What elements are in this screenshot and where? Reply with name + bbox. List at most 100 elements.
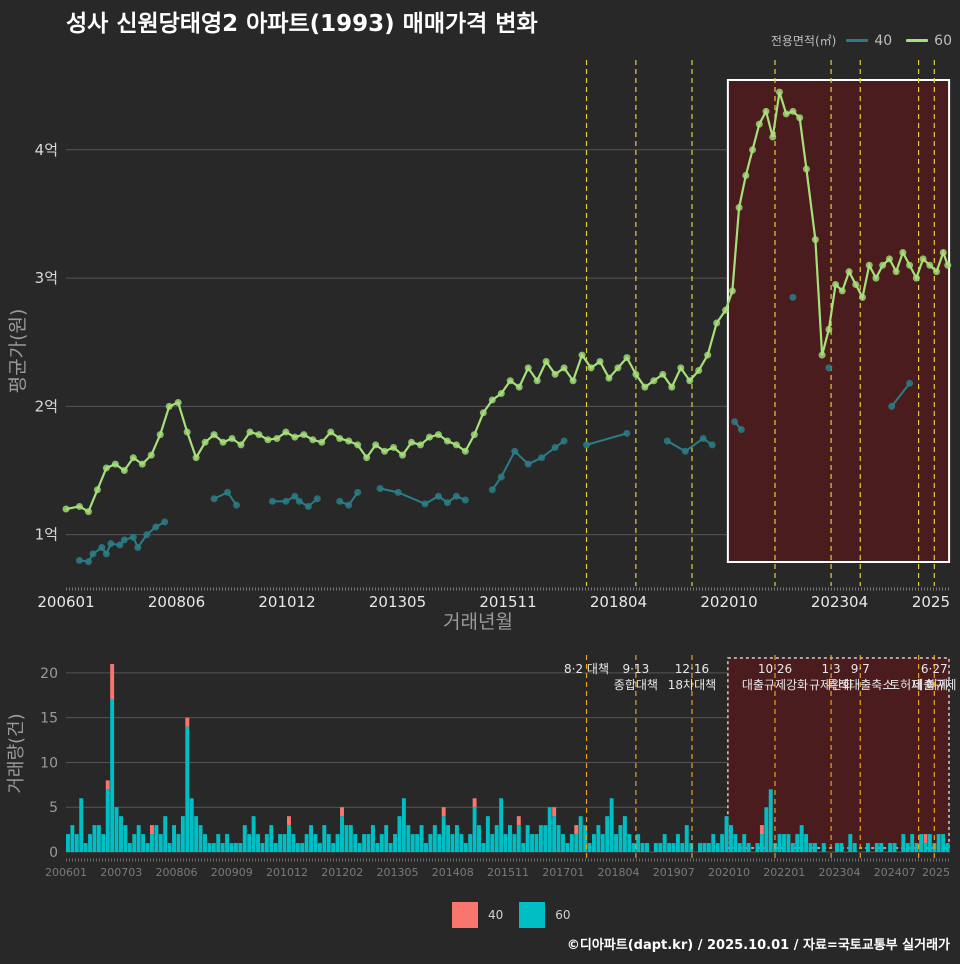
vol-bar-60 (516, 825, 521, 852)
vol-bar-60 (454, 825, 459, 852)
vol-bar-60 (848, 834, 853, 852)
vol-bar-60 (123, 825, 128, 852)
series-40-point (394, 488, 402, 496)
vol-bar-60 (105, 789, 110, 852)
vol-bar-60 (525, 825, 530, 852)
series-60-point (165, 402, 173, 410)
vol-bar-60 (384, 825, 389, 852)
vol-bar-60 (468, 834, 473, 852)
series-60-point (129, 454, 137, 462)
series-40-point (461, 496, 469, 504)
series-40-point (304, 502, 312, 510)
vol-bar-60 (415, 834, 420, 852)
legend-label-40: 40 (874, 32, 893, 49)
series-60-point (327, 428, 335, 436)
vol-bar-40 (105, 780, 110, 790)
series-40-point (551, 443, 559, 451)
vol-x-tick-label-12: 202010 (708, 866, 750, 879)
vol-bar-60 (388, 843, 393, 852)
vol-bar-60 (591, 834, 596, 852)
series-60-point (926, 261, 934, 269)
vol-bar-60 (203, 834, 207, 852)
vol-bar-60 (353, 834, 358, 852)
vol-bar-60 (715, 843, 720, 852)
series-40-point (376, 484, 384, 492)
volume-legend-swatch-40 (452, 902, 478, 928)
series-60-point (264, 436, 272, 444)
vol-bar-60 (419, 825, 424, 852)
series-60-point (183, 428, 191, 436)
policy-annotation-1-0: 9·13 (623, 662, 650, 676)
vol-bar-60 (689, 843, 694, 852)
series-60-point (872, 274, 880, 282)
vol-bar-60 (490, 834, 495, 852)
vol-bar-60 (304, 834, 309, 852)
series-40-point (789, 293, 797, 301)
vol-bar-60 (835, 843, 839, 852)
vol-bar-60 (242, 825, 247, 852)
series-60-point (560, 364, 568, 372)
series-60-point (300, 431, 308, 439)
vol-bar-60 (675, 834, 680, 852)
series-60-point (818, 351, 826, 359)
vol-bar-60 (852, 843, 857, 852)
vol-bar-60 (600, 834, 605, 852)
volume-legend: 40 60 (452, 902, 571, 928)
series-40-point (89, 550, 97, 558)
vol-bar-60 (295, 843, 300, 852)
series-40-line-6 (586, 432, 628, 446)
vol-bar-60 (291, 834, 296, 852)
series-60-point (892, 268, 900, 276)
series-60-point (201, 438, 209, 446)
vol-x-tick-label-3: 200909 (211, 866, 253, 879)
legend-label-60: 60 (934, 32, 952, 49)
vol-bar-60 (441, 816, 446, 852)
vol-bar-60 (410, 834, 415, 852)
vol-x-tick-label-6: 201305 (377, 866, 419, 879)
policy-annotation-5-0: 9·7 (851, 662, 870, 676)
vol-bar-60 (512, 834, 517, 852)
vol-bar-60 (866, 843, 870, 852)
vol-bar-60 (74, 834, 79, 852)
vol-bar-60 (565, 843, 570, 852)
vol-bar-60 (362, 834, 367, 852)
vol-bar-60 (698, 843, 702, 852)
series-40-point (345, 501, 353, 509)
vol-bar-40 (340, 807, 344, 817)
vol-x-tick-label-11: 201907 (653, 866, 695, 879)
series-60-point (879, 261, 887, 269)
vol-bar-60 (538, 825, 543, 852)
vol-bar-60 (782, 834, 786, 852)
series-40-point (906, 379, 914, 387)
vol-bar-60 (645, 843, 649, 852)
series-40-point (663, 437, 671, 445)
series-60-point (796, 114, 804, 122)
vol-y-tick-label-0: 0 (49, 845, 58, 861)
vol-x-tick-label-0: 200601 (45, 866, 87, 879)
vol-bar-60 (569, 834, 574, 852)
series-40-point (233, 501, 241, 509)
series-60-point (291, 433, 299, 441)
policy-annotation-3-0: 10·26 (758, 662, 792, 676)
y-tick-label-1: 2억 (35, 397, 58, 415)
vol-bar-60 (711, 834, 716, 852)
vol-bar-60 (680, 843, 685, 852)
series-40-point (737, 425, 745, 433)
series-60-point (363, 454, 371, 462)
series-40-point (731, 418, 739, 426)
series-60-point (832, 281, 840, 289)
vol-bar-60 (256, 834, 260, 852)
vol-y-tick-label-2: 10 (40, 755, 58, 771)
vol-bar-60 (521, 843, 526, 852)
series-60-point (524, 364, 532, 372)
series-60-point (488, 396, 496, 404)
series-40-point (538, 454, 546, 462)
vol-bar-60 (348, 825, 353, 852)
series-60-point (899, 248, 907, 256)
policy-annotation-6-1: 토허제 해제 (889, 678, 948, 692)
vol-bar-60 (229, 843, 234, 852)
volume-legend-label-40: 40 (488, 908, 504, 922)
vol-bar-60 (561, 834, 565, 852)
vol-bar-40 (552, 807, 557, 817)
